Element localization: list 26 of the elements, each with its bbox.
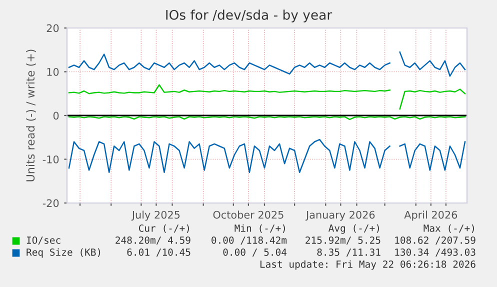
y-tick-label: 0: [53, 112, 59, 120]
text: Cur (-/+): [138, 224, 189, 233]
y-axis-title: Units read (-) / write (+): [26, 50, 36, 182]
text: 8.35 /11.31: [317, 248, 380, 257]
y-tick-label: -10: [42, 155, 59, 164]
legend-label: Req Size (KB): [26, 248, 100, 258]
text: 215.92m/ 5.25: [306, 236, 380, 245]
text: 130.34 /493.03: [395, 248, 476, 257]
text: Min (-/+): [234, 224, 285, 233]
text: 248.20m/ 4.59: [116, 236, 190, 245]
text: 0.00 / 5.04: [223, 248, 287, 257]
y-tick-label: -20: [42, 199, 59, 208]
legend-label: IO/sec: [26, 236, 60, 245]
text: Avg (-/+): [328, 224, 379, 234]
chart-title: IOs for /dev/sda - by year: [166, 10, 332, 22]
text: 108.62 /207.59: [395, 236, 476, 245]
y-tick-label: 10: [47, 68, 59, 76]
text: 6.01 /10.45: [127, 248, 190, 257]
x-tick-label: January 2026: [305, 210, 375, 221]
text: 0.00 /118.42m: [212, 236, 287, 245]
x-tick-label: April 2026: [404, 210, 458, 221]
text: Max (-/+): [424, 224, 474, 233]
text: Last update: Fri May 22 06:26:18 2026: [260, 260, 476, 270]
x-tick-label: October 2025: [213, 210, 284, 219]
y-tick-label: 20: [46, 24, 59, 32]
x-tick-label: July 2025: [131, 210, 180, 221]
